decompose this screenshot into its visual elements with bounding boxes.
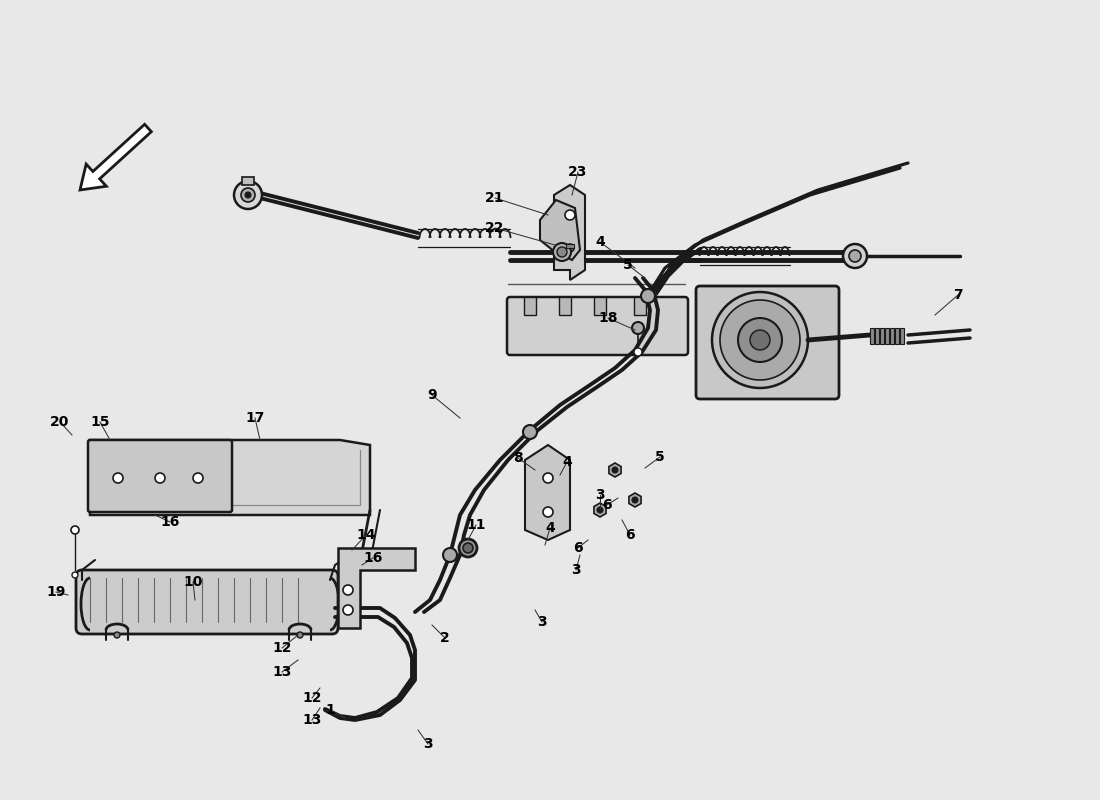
Text: 21: 21: [485, 191, 505, 205]
Circle shape: [343, 605, 353, 615]
Circle shape: [566, 244, 574, 252]
Text: 12: 12: [302, 691, 321, 705]
Text: 5: 5: [623, 258, 632, 272]
Text: 16: 16: [161, 515, 179, 529]
Bar: [559, 297, 571, 315]
FancyBboxPatch shape: [242, 177, 254, 186]
Text: 20: 20: [51, 415, 69, 429]
Text: 3: 3: [424, 737, 432, 751]
Circle shape: [72, 526, 79, 534]
Circle shape: [720, 300, 800, 380]
Text: 23: 23: [569, 165, 587, 179]
FancyBboxPatch shape: [88, 440, 232, 512]
Circle shape: [597, 507, 603, 513]
Text: 9: 9: [427, 388, 437, 402]
Bar: [890, 328, 894, 344]
Text: 15: 15: [90, 415, 110, 429]
Text: 6: 6: [625, 528, 635, 542]
Bar: [594, 297, 606, 315]
Circle shape: [443, 548, 456, 562]
Circle shape: [612, 467, 618, 473]
Circle shape: [712, 292, 808, 388]
Circle shape: [234, 181, 262, 209]
Polygon shape: [338, 548, 415, 628]
Circle shape: [459, 539, 477, 557]
Bar: [886, 328, 889, 344]
Circle shape: [557, 247, 566, 257]
Text: 3: 3: [571, 563, 581, 577]
Polygon shape: [540, 200, 580, 260]
Text: 16: 16: [363, 551, 383, 565]
Circle shape: [553, 243, 571, 261]
Text: 5: 5: [656, 450, 664, 464]
Text: 1: 1: [326, 703, 334, 717]
Bar: [634, 297, 646, 315]
Bar: [900, 328, 904, 344]
Text: 13: 13: [273, 665, 292, 679]
Text: 4: 4: [546, 521, 554, 535]
Text: 11: 11: [466, 518, 486, 532]
Text: 2: 2: [440, 631, 450, 645]
FancyBboxPatch shape: [76, 570, 338, 634]
Bar: [870, 328, 874, 344]
Circle shape: [192, 473, 204, 483]
Text: 4: 4: [562, 455, 572, 469]
Polygon shape: [554, 185, 585, 280]
FancyArrow shape: [80, 124, 152, 190]
Circle shape: [565, 210, 575, 220]
Circle shape: [297, 632, 302, 638]
Text: 4: 4: [595, 235, 605, 249]
Circle shape: [113, 473, 123, 483]
Circle shape: [849, 250, 861, 262]
Circle shape: [641, 289, 654, 303]
Text: 10: 10: [184, 575, 202, 589]
Text: 8: 8: [513, 451, 522, 465]
Circle shape: [843, 244, 867, 268]
Text: 3: 3: [595, 488, 605, 502]
Circle shape: [750, 330, 770, 350]
Text: 22: 22: [485, 221, 505, 235]
Circle shape: [522, 425, 537, 439]
Text: 6: 6: [602, 498, 612, 512]
Circle shape: [632, 322, 644, 334]
Text: 17: 17: [245, 411, 265, 425]
Text: 6: 6: [573, 541, 583, 555]
Circle shape: [632, 497, 638, 503]
FancyBboxPatch shape: [507, 297, 688, 355]
Text: 3: 3: [537, 615, 547, 629]
Polygon shape: [90, 440, 370, 515]
Circle shape: [343, 585, 353, 595]
Text: 12: 12: [273, 641, 292, 655]
Bar: [880, 328, 884, 344]
Polygon shape: [525, 445, 570, 540]
Circle shape: [155, 473, 165, 483]
Circle shape: [241, 188, 255, 202]
Circle shape: [543, 473, 553, 483]
Text: 14: 14: [356, 528, 376, 542]
Circle shape: [114, 632, 120, 638]
Text: 7: 7: [954, 288, 962, 302]
Bar: [566, 244, 574, 248]
Text: 18: 18: [598, 311, 618, 325]
Circle shape: [245, 192, 251, 198]
Bar: [524, 297, 536, 315]
Circle shape: [543, 507, 553, 517]
Text: 19: 19: [46, 585, 66, 599]
Bar: [895, 328, 899, 344]
Circle shape: [634, 348, 642, 356]
Circle shape: [72, 572, 78, 578]
Text: 13: 13: [302, 713, 321, 727]
Bar: [874, 328, 879, 344]
Circle shape: [463, 543, 473, 553]
Circle shape: [738, 318, 782, 362]
FancyBboxPatch shape: [696, 286, 839, 399]
